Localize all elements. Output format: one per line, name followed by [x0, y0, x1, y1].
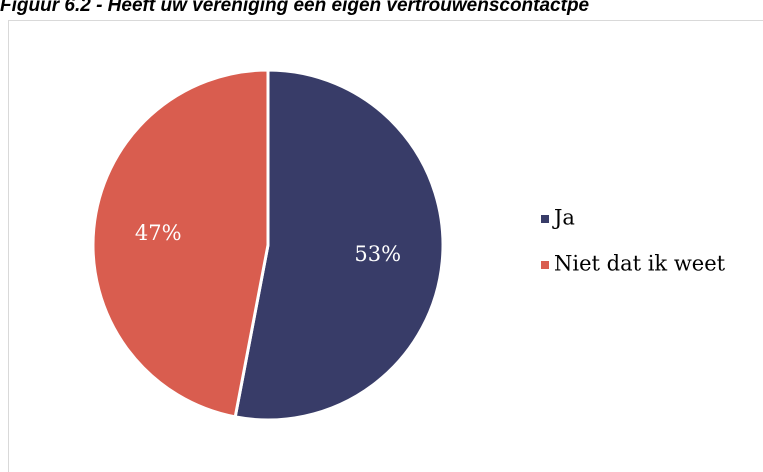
- legend-label: Ja: [552, 206, 575, 230]
- pie-slice: [91, 68, 270, 419]
- legend-swatch: [541, 215, 549, 223]
- legend-swatch: [541, 261, 549, 269]
- data-label: 47%: [135, 221, 182, 245]
- legend-label: Niet dat ik weet: [554, 252, 726, 276]
- pie-slice: [233, 68, 445, 422]
- chart-title: Figuur 6.2 - Heeft uw vereniging een eig…: [0, 0, 590, 16]
- data-label: 53%: [354, 242, 401, 266]
